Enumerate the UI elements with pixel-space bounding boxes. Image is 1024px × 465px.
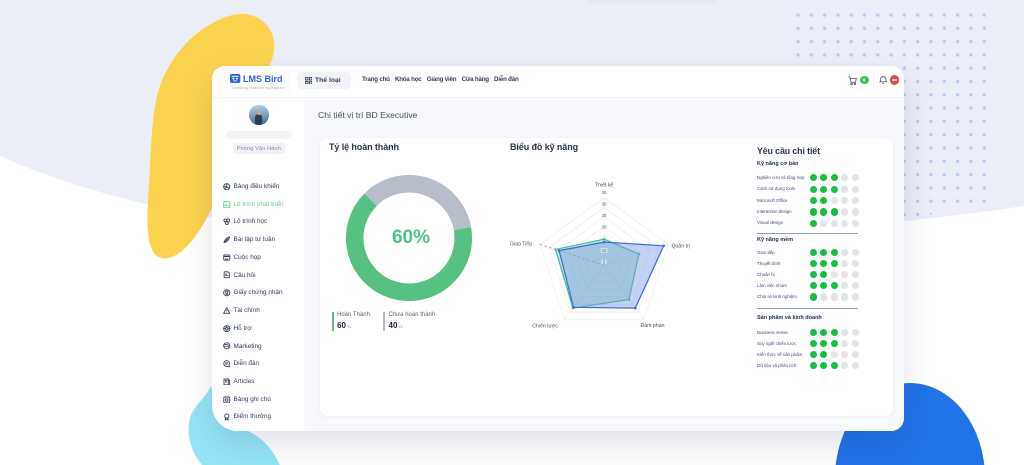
svg-text:10: 10 bbox=[601, 247, 606, 252]
svg-text:Giao Tiếp: Giao Tiếp bbox=[509, 241, 531, 247]
svg-text:30: 30 bbox=[601, 201, 606, 206]
svg-text:Quản trị: Quản trị bbox=[671, 243, 689, 249]
svg-text:Thiết kế: Thiết kế bbox=[594, 182, 613, 188]
svg-text:Chiến lược: Chiến lược bbox=[532, 323, 558, 329]
svg-text:20: 20 bbox=[601, 224, 606, 229]
svg-text:25: 25 bbox=[601, 213, 606, 218]
svg-text:35: 35 bbox=[601, 189, 606, 194]
svg-text:Đàm phán: Đàm phán bbox=[640, 323, 664, 329]
svg-text:5: 5 bbox=[602, 259, 605, 264]
